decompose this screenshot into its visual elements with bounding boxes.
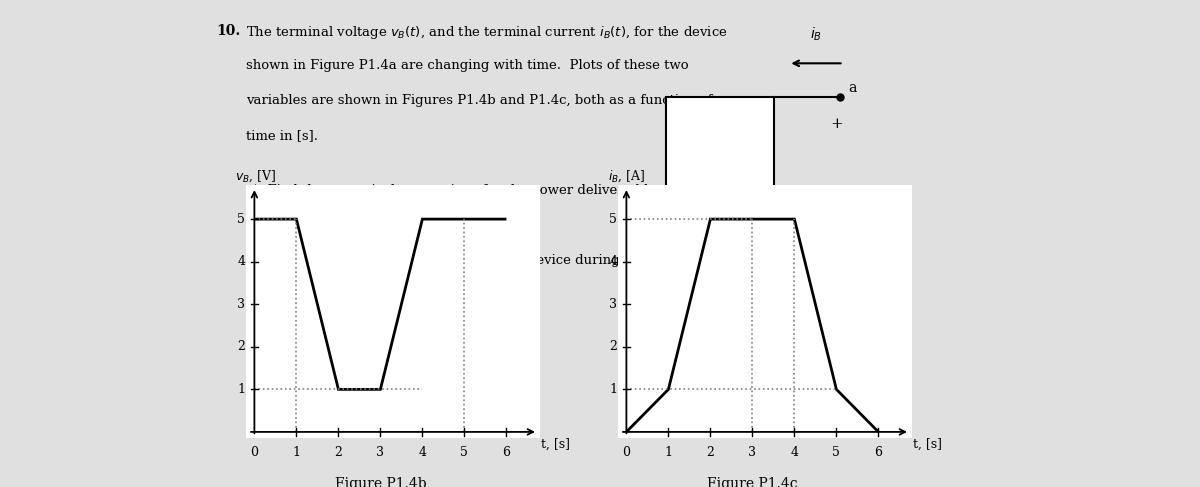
Text: $i_{B}$, [A]: $i_{B}$, [A]: [607, 169, 644, 184]
Text: 5: 5: [610, 213, 617, 225]
Text: 10.: 10.: [216, 24, 240, 38]
Text: 3: 3: [749, 446, 756, 459]
Text: $i_B$: $i_B$: [810, 25, 822, 43]
Text: $v_{B}$, [V]: $v_{B}$, [V]: [235, 169, 277, 184]
Text: 3: 3: [377, 446, 384, 459]
Text: a: a: [848, 81, 857, 95]
Text: t, [s]: t, [s]: [541, 438, 570, 451]
Text: a)  Find the numerical expressions for the power delivered by this device: a) Find the numerical expressions for th…: [246, 184, 736, 197]
Text: 6: 6: [503, 446, 510, 459]
Text: 3: 3: [610, 298, 617, 311]
Text: 0: 0: [623, 446, 630, 459]
Text: 2: 2: [335, 446, 342, 459]
Text: variables are shown in Figures P1.4b and P1.4c, both as a function of: variables are shown in Figures P1.4b and…: [246, 94, 713, 108]
Text: 1: 1: [610, 383, 617, 396]
Text: 2: 2: [707, 446, 714, 459]
Text: b)  Calculate the energy delivered by this device during the time interval: b) Calculate the energy delivered by thi…: [246, 254, 736, 267]
Text: for the time interval 1[s] < t < 6[s].: for the time interval 1[s] < t < 6[s].: [246, 219, 506, 232]
Text: Figure P1.4b: Figure P1.4b: [335, 477, 426, 487]
Text: Figure P1.4c: Figure P1.4c: [707, 477, 798, 487]
Text: time in [s].: time in [s].: [246, 130, 318, 143]
Text: 1: 1: [293, 446, 300, 459]
Text: 1: 1: [238, 383, 245, 396]
Text: b: b: [848, 304, 857, 318]
Text: 3: 3: [238, 298, 245, 311]
Text: 2: 2: [238, 340, 245, 353]
Text: t, [s]: t, [s]: [913, 438, 942, 451]
Text: +: +: [830, 117, 842, 131]
Text: 6: 6: [875, 446, 882, 459]
Text: 4: 4: [610, 255, 617, 268]
Text: 0: 0: [251, 446, 258, 459]
Text: 4: 4: [238, 255, 245, 268]
FancyBboxPatch shape: [666, 97, 774, 302]
Text: 4: 4: [791, 446, 798, 459]
Text: 1: 1: [665, 446, 672, 459]
Text: Figure P1.4a: Figure P1.4a: [668, 341, 760, 355]
Text: 5: 5: [238, 213, 245, 225]
Text: 5: 5: [833, 446, 840, 459]
Text: 5: 5: [461, 446, 468, 459]
Text: 4: 4: [419, 446, 426, 459]
Text: shown in Figure P1.4a are changing with time.  Plots of these two: shown in Figure P1.4a are changing with …: [246, 59, 689, 73]
Text: The terminal voltage $v_B(t)$, and the terminal current $i_B(t)$, for the device: The terminal voltage $v_B(t)$, and the t…: [246, 24, 727, 41]
Text: 2: 2: [610, 340, 617, 353]
Text: $v_B$: $v_B$: [828, 192, 845, 207]
Text: Device: Device: [696, 190, 744, 204]
Text: 1[s] < t < 6[s].: 1[s] < t < 6[s].: [246, 289, 367, 302]
